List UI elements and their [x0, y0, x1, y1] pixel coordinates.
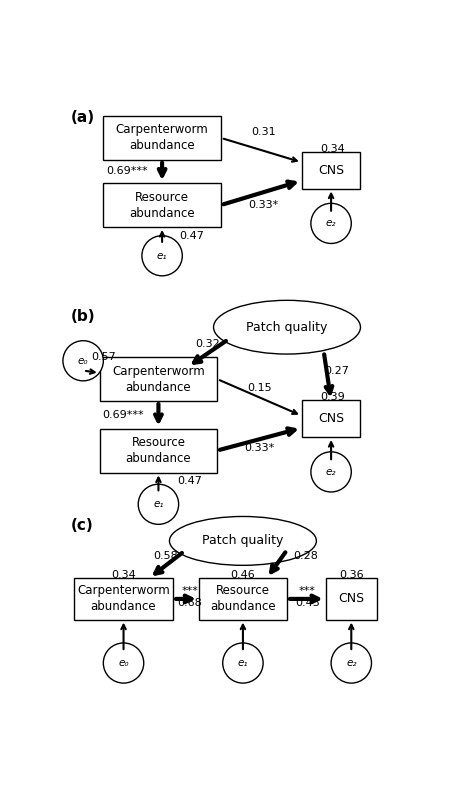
Text: Resource
abundance: Resource abundance	[126, 436, 191, 465]
Text: CNS: CNS	[318, 412, 344, 425]
FancyBboxPatch shape	[100, 357, 217, 401]
Text: 0.47: 0.47	[177, 476, 202, 486]
Text: e₁: e₁	[157, 251, 167, 261]
Text: Carpenterworm
abundance: Carpenterworm abundance	[77, 584, 170, 614]
FancyBboxPatch shape	[103, 183, 221, 227]
FancyBboxPatch shape	[100, 428, 217, 473]
Text: e₂: e₂	[326, 218, 337, 228]
FancyBboxPatch shape	[103, 116, 221, 160]
Ellipse shape	[311, 452, 351, 492]
Text: CNS: CNS	[338, 592, 365, 605]
Text: (c): (c)	[70, 518, 93, 533]
Text: e₂: e₂	[346, 658, 356, 668]
Text: 0.33*: 0.33*	[244, 443, 274, 453]
Text: (a): (a)	[70, 110, 94, 125]
FancyBboxPatch shape	[199, 578, 287, 619]
FancyBboxPatch shape	[301, 400, 360, 437]
FancyBboxPatch shape	[326, 578, 377, 619]
Text: 0.34: 0.34	[320, 144, 345, 154]
Text: ***: ***	[299, 586, 316, 596]
Text: (b): (b)	[70, 309, 95, 324]
Text: e₂: e₂	[326, 467, 337, 477]
Text: CNS: CNS	[318, 164, 344, 177]
Text: Patch quality: Patch quality	[246, 320, 328, 334]
Text: 0.47: 0.47	[179, 231, 204, 240]
Text: e₁: e₁	[237, 658, 248, 668]
Text: 0.46: 0.46	[230, 570, 255, 580]
Text: Resource
abundance: Resource abundance	[129, 190, 195, 220]
Ellipse shape	[142, 236, 182, 276]
Text: Resource
abundance: Resource abundance	[210, 584, 276, 614]
Text: Carpenterworm
abundance: Carpenterworm abundance	[112, 365, 205, 393]
Text: Patch quality: Patch quality	[202, 534, 283, 547]
Ellipse shape	[169, 516, 317, 565]
Text: Carpenterworm
abundance: Carpenterworm abundance	[116, 124, 209, 152]
Text: e₁: e₁	[153, 500, 164, 509]
Text: 0.32: 0.32	[196, 339, 220, 349]
Text: 0.15: 0.15	[247, 383, 272, 393]
Text: 0.57: 0.57	[91, 351, 116, 362]
Text: 0.31: 0.31	[251, 127, 275, 137]
Ellipse shape	[331, 643, 372, 683]
Ellipse shape	[138, 485, 179, 524]
Text: ***: ***	[181, 586, 198, 596]
Text: 0.69***: 0.69***	[106, 167, 148, 177]
FancyBboxPatch shape	[301, 152, 360, 189]
Text: 0.68: 0.68	[177, 598, 202, 608]
Text: 0.28: 0.28	[293, 551, 318, 561]
Text: 0.36: 0.36	[339, 570, 364, 580]
Text: 0.39: 0.39	[320, 393, 345, 402]
Ellipse shape	[213, 301, 360, 354]
Text: e₀: e₀	[118, 658, 129, 668]
Ellipse shape	[63, 341, 103, 381]
Ellipse shape	[223, 643, 263, 683]
Ellipse shape	[103, 643, 144, 683]
Text: 0.43: 0.43	[295, 598, 319, 608]
Text: 0.69***: 0.69***	[103, 409, 145, 419]
FancyBboxPatch shape	[74, 578, 173, 619]
Text: 0.58: 0.58	[154, 551, 178, 561]
Text: e₀: e₀	[78, 356, 88, 366]
Ellipse shape	[311, 203, 351, 243]
Text: 0.27: 0.27	[324, 366, 349, 376]
Text: 0.34: 0.34	[111, 570, 136, 580]
Text: 0.33*: 0.33*	[248, 200, 278, 210]
